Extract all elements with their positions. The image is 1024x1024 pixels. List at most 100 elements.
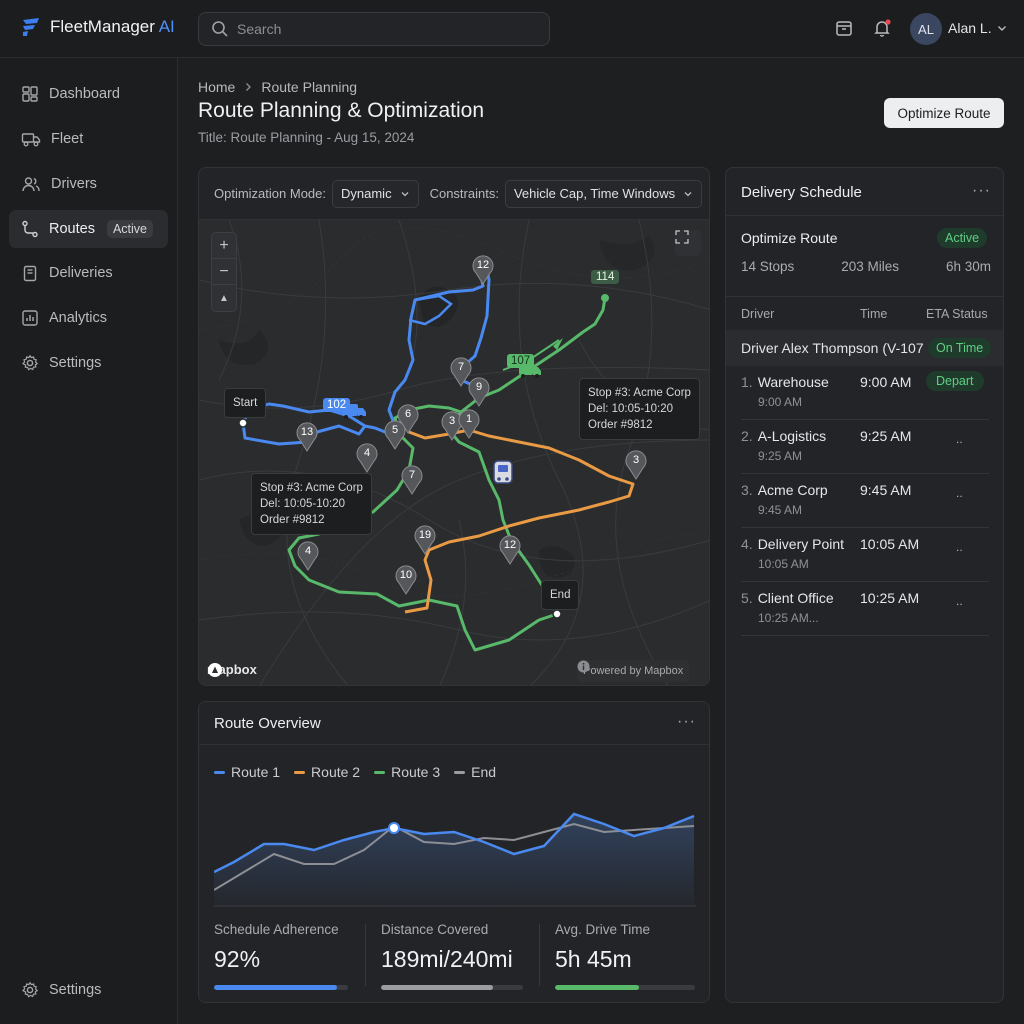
driver-row[interactable]: Driver Alex Thompson (V-107 On Time [726, 330, 1003, 366]
route-map[interactable]: 12 7 9 6 5 3 1 13 4 7 3 19 12 4 10 + − ▲ Start End 102… [199, 220, 709, 685]
brand-icon [23, 18, 39, 36]
route-miles: 203 Miles [841, 259, 900, 274]
user-name: Alan L. [948, 20, 992, 36]
map-pin[interactable]: 12 [472, 255, 494, 285]
stop-window: 9:00 AM [758, 395, 803, 409]
route-duration: 6h 30m [945, 259, 991, 274]
schedule-table-header: Driver Time ETA Status [726, 296, 1003, 330]
sidebar-item-fleet[interactable]: Fleet [9, 120, 168, 158]
sidebar-item-label: Settings [49, 982, 102, 998]
sidebar-item-label: Deliveries [49, 265, 113, 281]
stops-count: 14 Stops [741, 259, 795, 274]
compass-button[interactable]: ▲ [219, 292, 229, 304]
more-icon[interactable]: ··· [972, 182, 991, 199]
search-icon [212, 21, 228, 37]
map-pin[interactable]: 9 [468, 377, 490, 407]
avatar[interactable]: AL [910, 13, 942, 45]
sidebar-item-label: Dashboard [49, 86, 120, 102]
map-pin[interactable]: 7 [450, 357, 472, 387]
inbox-icon[interactable] [832, 16, 856, 40]
mapbox-icon [208, 663, 222, 677]
page-title: Route Planning & Optimization [198, 99, 484, 122]
stop-status: .. [956, 486, 963, 500]
fullscreen-icon[interactable] [675, 230, 701, 256]
delivery-schedule-card: Delivery Schedule ··· Optimize Route Act… [725, 167, 1004, 1003]
tooltip-window: Del: 10:05-10:20 [588, 403, 674, 415]
zoom-out-button[interactable]: − [212, 259, 236, 285]
stop-time: 10:25 AM [860, 590, 920, 606]
stop-time: 10:05 AM [860, 536, 920, 552]
breadcrumb: Home Route Planning [198, 79, 357, 95]
sidebar-item-routes[interactable]: Routes Active [9, 210, 168, 248]
sidebar-item-label: Analytics [49, 310, 108, 326]
breadcrumb-home[interactable]: Home [198, 79, 236, 95]
map-label-end: End [541, 580, 580, 610]
map-pin[interactable]: 6 [397, 404, 419, 434]
more-icon[interactable]: ··· [677, 713, 696, 730]
gear-icon [22, 981, 39, 998]
metric-label: Avg. Drive Time [555, 922, 651, 937]
map-pin[interactable]: 3 [625, 450, 647, 480]
user-menu[interactable]: Alan L. [948, 20, 1008, 36]
list-item[interactable]: 2. A-Logistics 9:25 AM 9:25 AM .. [726, 420, 1003, 474]
sidebar-item-drivers[interactable]: Drivers [9, 165, 168, 203]
list-item[interactable]: 3. Acme Corp 9:45 AM 9:45 AM .. [726, 474, 1003, 528]
sidebar-item-settings[interactable]: Settings [9, 344, 168, 382]
zoom-in-button[interactable]: + [212, 233, 236, 259]
sidebar-item-dashboard[interactable]: Dashboard [9, 75, 168, 113]
map-pin[interactable]: 19 [414, 525, 436, 555]
stop-name: 5. Client Office [741, 590, 834, 606]
map-pin[interactable]: 4 [356, 443, 378, 473]
search-box[interactable] [198, 12, 550, 46]
metric-avg-drive-time: Avg. Drive Time 5h 45m [555, 922, 695, 990]
top-bar: FleetManager AI AL Alan L. [0, 0, 1024, 58]
search-input[interactable] [237, 21, 517, 37]
clipboard-icon [23, 265, 37, 282]
end-point [552, 609, 562, 619]
map-pin[interactable]: 10 [395, 565, 417, 595]
app-logo[interactable]: FleetManager AI [20, 16, 175, 38]
column-time: Time [860, 307, 888, 321]
map-pin[interactable]: 12 [499, 535, 521, 565]
divider [365, 924, 366, 986]
stop-time: 9:25 AM [860, 428, 912, 444]
constraints-select[interactable]: Vehicle Cap, Time Windows [504, 179, 703, 208]
sidebar: Dashboard Fleet Drivers Routes Active De… [0, 58, 178, 1024]
stop-status: .. [956, 594, 963, 608]
mode-select[interactable]: Dynamic [332, 179, 419, 208]
list-item[interactable]: 1. Warehouse 9:00 AM 9:00 AM Depart [726, 366, 1003, 420]
vehicle-102-tag[interactable]: 102 [323, 398, 351, 412]
legend-end: End [454, 764, 496, 780]
status-badge: Active [106, 220, 153, 238]
vehicle-114-tag[interactable]: 114 [591, 270, 620, 284]
list-item[interactable]: 5. Client Office 10:25 AM... 10:25 AM .. [726, 582, 1003, 636]
info-icon[interactable] [577, 660, 590, 673]
pin-label: 9 [476, 381, 482, 393]
map-pin[interactable]: 4 [297, 541, 319, 571]
map-pin[interactable]: 7 [401, 465, 423, 495]
credit-text: Powered by Mapbox [583, 665, 684, 677]
metric-distance-covered: Distance Covered 189mi/240mi [381, 922, 523, 990]
map-pin[interactable]: 5 [384, 420, 406, 450]
sidebar-bottom-settings[interactable]: Settings [9, 971, 168, 1009]
optimize-route-button[interactable]: Optimize Route [884, 98, 1004, 128]
pin-label: 3 [633, 454, 639, 466]
legend-route-2: Route 2 [294, 764, 360, 780]
list-item[interactable]: 4. Delivery Point 10:05 AM 10:05 AM .. [726, 528, 1003, 582]
map-pin[interactable]: 1 [458, 409, 480, 439]
progress-fill [381, 985, 494, 990]
series-route-1-line [214, 812, 695, 874]
mapbox-logo: mapbox [207, 662, 257, 677]
vehicle-107-tag[interactable]: 107 [507, 354, 535, 368]
legend-route-3: Route 3 [374, 764, 440, 780]
sidebar-item-analytics[interactable]: Analytics [9, 299, 168, 337]
route-name[interactable]: Optimize Route [741, 230, 838, 246]
mode-value: Dynamic [341, 186, 392, 201]
column-driver: Driver [741, 307, 775, 321]
map-pin[interactable]: 13 [296, 422, 318, 452]
sidebar-item-deliveries[interactable]: Deliveries [9, 254, 168, 292]
overview-chart [214, 812, 696, 907]
chart-legend: Route 1 Route 2 Route 3 End [214, 764, 496, 780]
end-label: End [550, 589, 571, 601]
bell-icon[interactable] [870, 16, 894, 40]
